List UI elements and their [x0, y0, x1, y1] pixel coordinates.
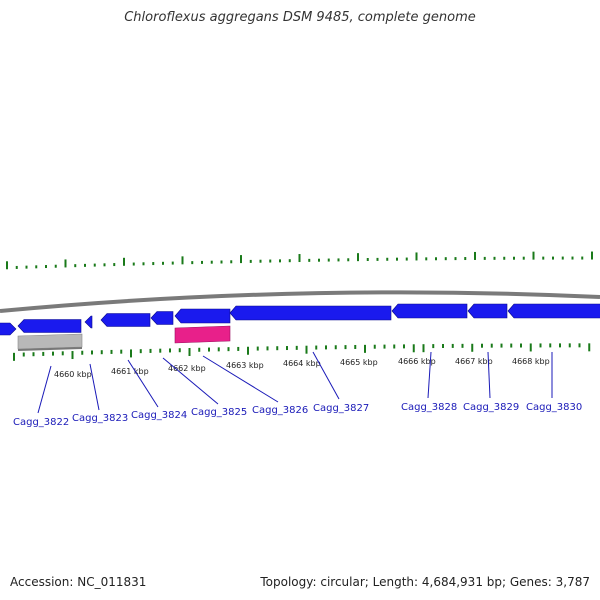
scale-label: 4662 kbp	[168, 364, 206, 373]
gene-label-leader	[37, 365, 52, 414]
gene-arrow-cagg-3825[interactable]	[150, 311, 174, 325]
scale-label: 4668 kbp	[512, 357, 550, 366]
gene-label-leader	[89, 363, 100, 411]
accession-text: Accession: NC_011831	[10, 575, 147, 589]
genome-stats-text: Topology: circular; Length: 4,684,931 bp…	[260, 575, 590, 589]
gene-labels: Cagg_3822 Cagg_3823 Cagg_3824 Cagg_3825 Cagg…	[13, 351, 582, 428]
gene-arrow-cagg-3827[interactable]	[229, 305, 392, 321]
gene-label-leader	[202, 355, 279, 403]
scale-label: 4666 kbp	[398, 357, 436, 366]
pseudogene-shadow	[17, 347, 83, 351]
gene-label-cagg-3829[interactable]: Cagg_3829	[463, 402, 519, 413]
genome-backbone	[0, 290, 600, 313]
gene-label-cagg-3824[interactable]: Cagg_3824	[131, 410, 187, 421]
scale-label: 4663 kbp	[226, 361, 264, 370]
gene-label-cagg-3825[interactable]: Cagg_3825	[191, 407, 247, 418]
gene-arrow-cagg-3829[interactable]	[467, 303, 508, 319]
gene-arrow-cagg-3826[interactable]	[174, 308, 231, 324]
gene-arrow-cagg-3823[interactable]	[84, 315, 93, 329]
gene-label-cagg-3827[interactable]: Cagg_3827	[313, 403, 369, 414]
gene-label-cagg-3826[interactable]: Cagg_3826	[252, 405, 308, 416]
gene-label-cagg-3823[interactable]: Cagg_3823	[72, 413, 128, 424]
gene-track	[0, 303, 600, 351]
gene-arrow-cagg-3828[interactable]	[391, 303, 468, 319]
scale-label: 4665 kbp	[340, 358, 378, 367]
scale-label: 4667 kbp	[455, 357, 493, 366]
gene-label-leader	[312, 351, 340, 400]
gene-label-leader	[487, 351, 491, 399]
pseudogene-feature[interactable]	[17, 333, 83, 350]
scale-labels: 4660 kbp 4661 kbp 4662 kbp 4663 kbp 4664 kbp…	[54, 357, 550, 379]
gene-label-cagg-3830[interactable]: Cagg_3830	[526, 402, 582, 413]
scale-label: 4661 kbp	[111, 367, 149, 376]
gene-label-leader	[427, 351, 432, 399]
gene-label-leader	[127, 359, 159, 408]
gene-label-cagg-3822[interactable]: Cagg_3822	[13, 417, 69, 428]
gene-arrow-cagg-3824[interactable]	[100, 313, 151, 327]
gene-arrow-cagg-3821[interactable]	[0, 322, 17, 336]
gene-arrow-cagg-3822[interactable]	[17, 319, 82, 333]
upper-tick-row	[6, 251, 593, 270]
scale-label: 4664 kbp	[283, 359, 321, 368]
gene-label-leader	[162, 357, 219, 405]
lower-tick-row	[13, 343, 591, 361]
gene-arrow-cagg-3830[interactable]	[507, 303, 600, 319]
gene-label-cagg-3828[interactable]: Cagg_3828	[401, 402, 457, 413]
scale-label: 4660 kbp	[54, 370, 92, 379]
genome-title: Chloroflexus aggregans DSM 9485, complet…	[124, 10, 476, 25]
rna-gene-feature[interactable]	[174, 325, 231, 344]
